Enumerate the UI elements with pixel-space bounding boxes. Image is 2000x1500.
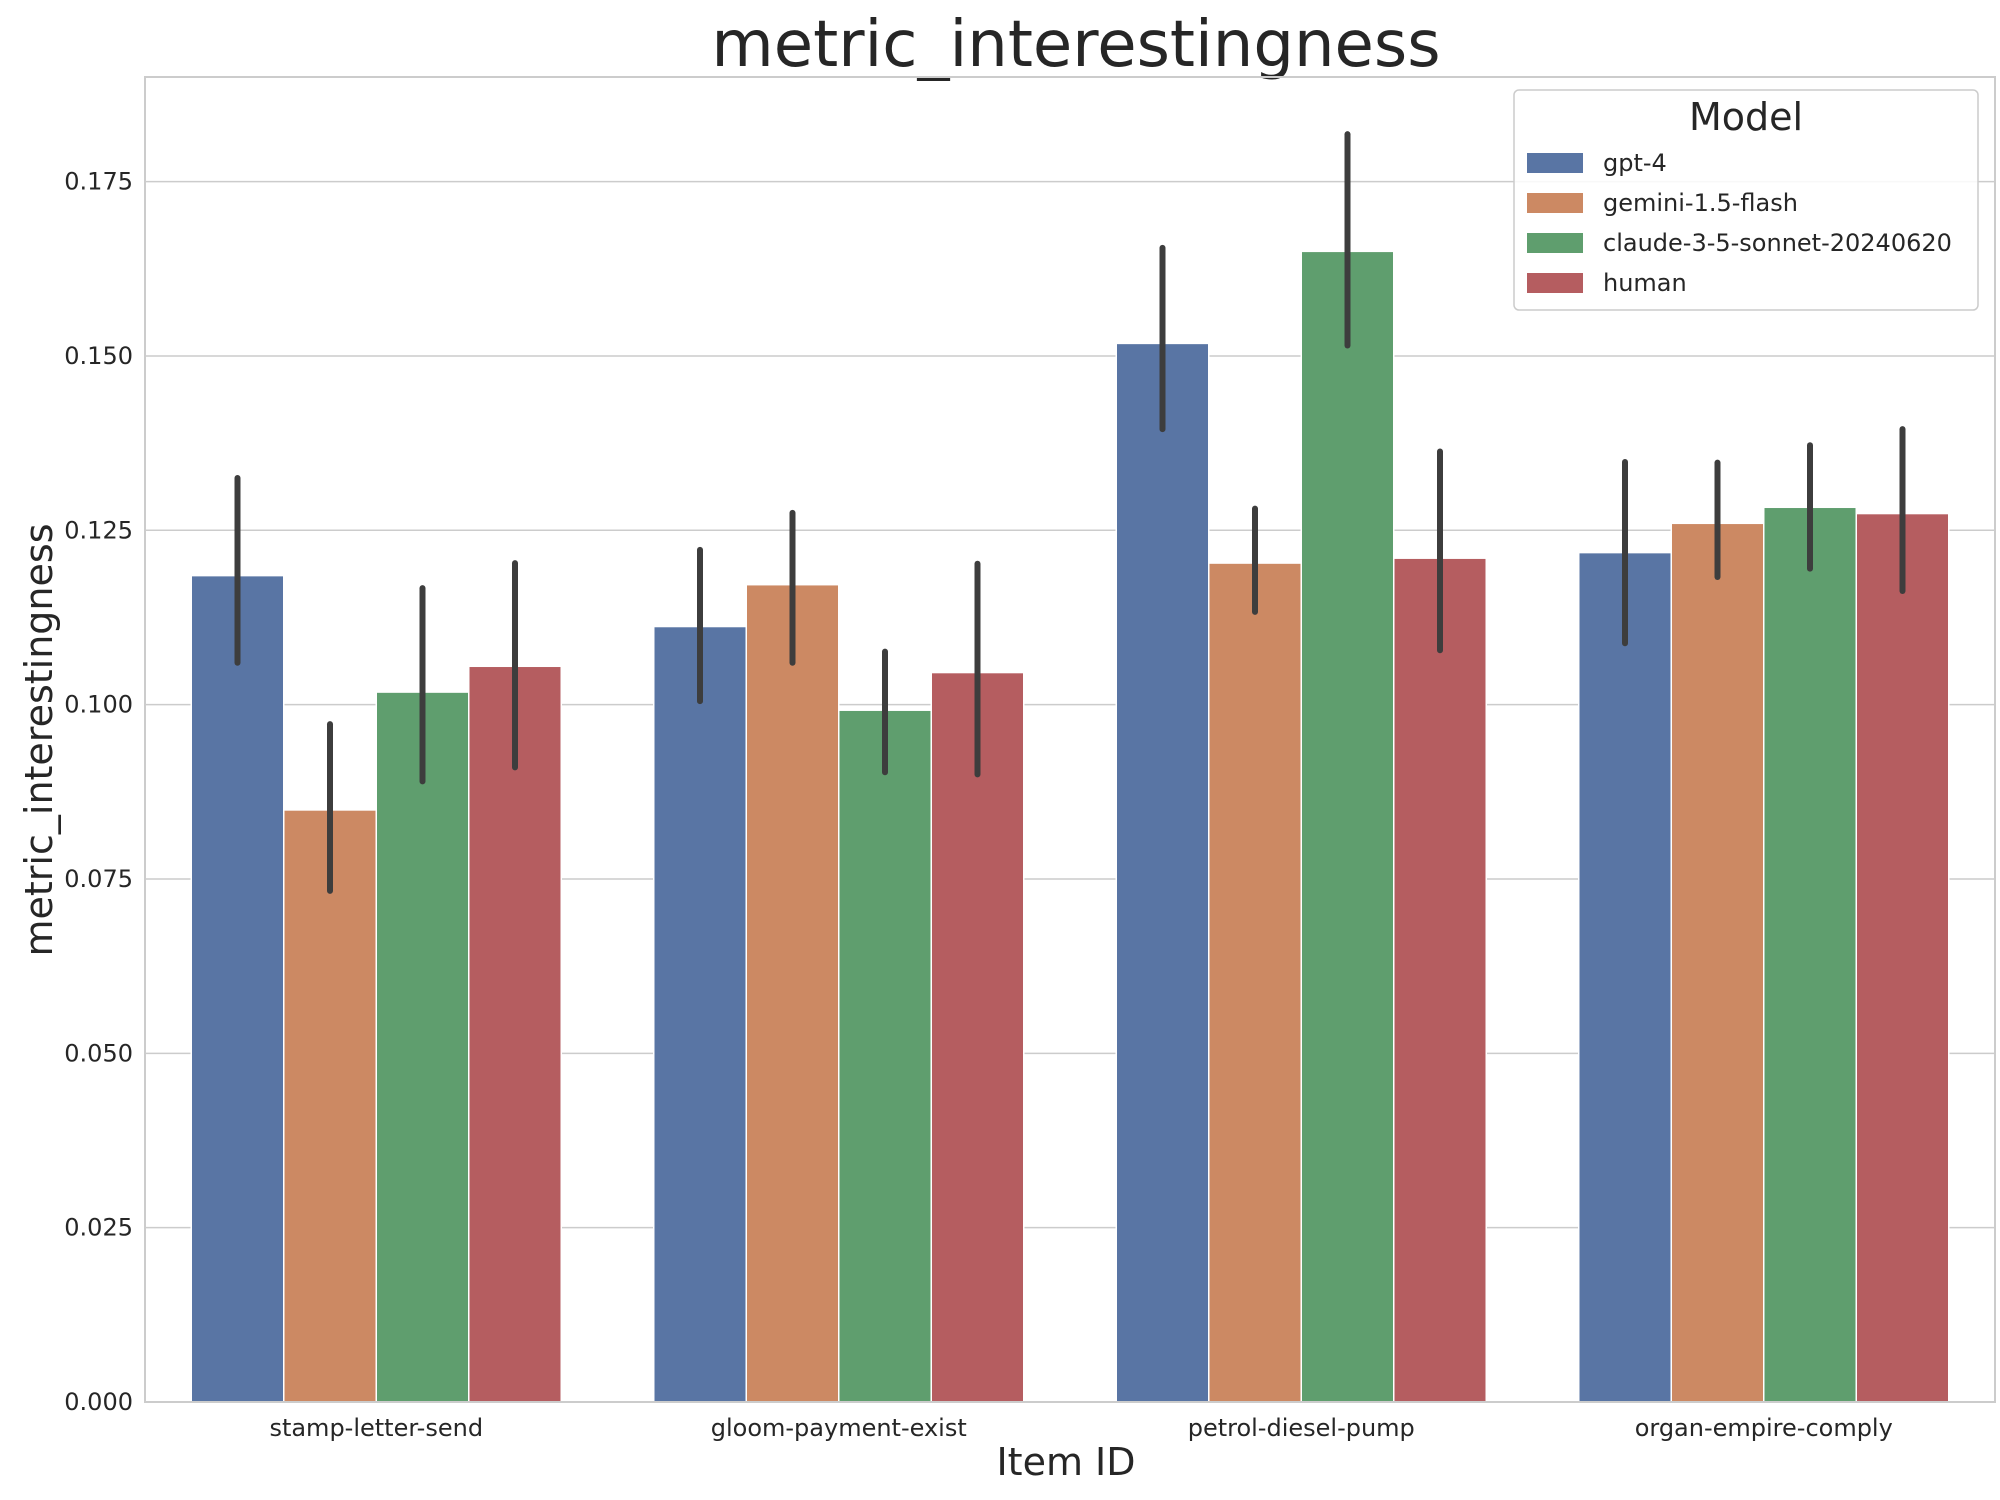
- y-tick-label: 0.050: [64, 1039, 133, 1067]
- bar: [930, 671, 1025, 1403]
- bar: [283, 809, 377, 1403]
- bars: [190, 250, 1950, 1403]
- y-tick-label: 0.100: [64, 691, 133, 719]
- legend-title: Model: [1689, 95, 1803, 139]
- bar: [1763, 506, 1857, 1403]
- y-tick-label: 0.025: [64, 1214, 133, 1242]
- legend-label: claude-3-5-sonnet-20240620: [1603, 229, 1952, 257]
- bar: [745, 583, 840, 1403]
- bar: [1300, 250, 1395, 1403]
- error-bars: [234, 131, 1906, 894]
- legend-swatch: [1527, 233, 1583, 253]
- y-tick-labels: 0.000 0.025 0.050 0.075 0.100 0.125 0.150 0.175: [64, 168, 133, 1416]
- x-tick-labels: stamp-letter-send gloom-payment-exist petr…: [269, 1414, 1892, 1442]
- y-tick-label: 0.125: [64, 516, 133, 544]
- legend-swatch: [1527, 273, 1583, 293]
- x-tick-label: petrol-diesel-pump: [1188, 1414, 1415, 1442]
- legend-swatch: [1527, 153, 1583, 173]
- y-tick-label: 0.075: [64, 865, 133, 893]
- bar: [653, 625, 747, 1403]
- bar: [1670, 522, 1765, 1403]
- y-tick-label: 0.000: [64, 1388, 133, 1416]
- x-tick-label: organ-empire-comply: [1635, 1414, 1893, 1442]
- chart-title: metric_interestingness: [711, 8, 1440, 82]
- bar: [1115, 342, 1210, 1403]
- plot-frame: [144, 76, 1996, 1403]
- bar: [468, 665, 562, 1403]
- x-axis-title: Item ID: [996, 1440, 1135, 1484]
- y-tick-label: 0.150: [64, 342, 133, 370]
- bar: [1208, 562, 1302, 1403]
- legend-label: human: [1603, 269, 1687, 297]
- bar: [1855, 512, 1950, 1403]
- legend: Model gpt-4 gemini-1.5-flash claude-3-5-so…: [1513, 89, 1979, 311]
- y-axis-title: metric_interestingness: [17, 524, 61, 957]
- bar: [1393, 557, 1487, 1403]
- legend-label: gpt-4: [1603, 149, 1667, 177]
- bar: [1578, 551, 1672, 1403]
- legend-label: gemini-1.5-flash: [1603, 189, 1798, 217]
- legend-swatch: [1527, 193, 1583, 213]
- legend-items: gpt-4 gemini-1.5-flash claude-3-5-sonnet-2…: [1527, 149, 1952, 297]
- x-tick-label: stamp-letter-send: [269, 1414, 483, 1442]
- legend-box: [1513, 89, 1979, 311]
- x-tick-label: gloom-payment-exist: [711, 1414, 967, 1442]
- y-tick-label: 0.175: [64, 168, 133, 196]
- bar: [190, 574, 285, 1403]
- bar: [375, 691, 470, 1403]
- bar: [838, 709, 932, 1403]
